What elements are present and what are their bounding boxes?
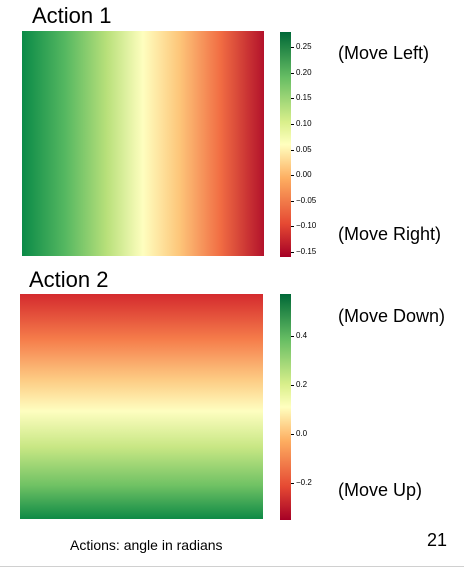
panel-1-title: Action 1 <box>32 3 112 28</box>
colorbar-1-tick-label: −0.15 <box>296 247 317 256</box>
colorbar-1-tick-mark <box>291 175 294 176</box>
colorbar-2-tick-mark <box>291 385 294 386</box>
move-left-label: (Move Left) <box>338 43 430 63</box>
colorbar-1-tick-mark <box>291 47 294 48</box>
move-right-label: (Move Right) <box>338 224 442 244</box>
colorbar-1-tick-label: −0.05 <box>296 196 317 205</box>
colorbar-1-tick-label: 0.25 <box>296 42 312 51</box>
colorbar-1-tick-label: 0.10 <box>296 119 312 128</box>
colorbar-2-tick-mark <box>291 483 294 484</box>
colorbar-action-1 <box>280 32 291 257</box>
heatmap-action-2 <box>20 294 263 519</box>
colorbar-1-fill <box>280 32 291 257</box>
colorbar-1-tick-mark <box>291 124 294 125</box>
page-number: 21 <box>427 530 448 550</box>
colorbar-1-tick-mark <box>291 252 294 253</box>
panel-2-title: Action 2 <box>29 267 109 292</box>
colorbar-1-tick-label: 0.00 <box>296 170 312 179</box>
move-down-label: (Move Down) <box>338 306 446 326</box>
caption: Actions: angle in radians <box>70 537 223 553</box>
colorbar-1-tick-mark <box>291 150 294 151</box>
colorbar-1-tick-mark <box>291 73 294 74</box>
footer-divider <box>0 566 464 567</box>
colorbar-2-tick-mark <box>291 434 294 435</box>
colorbar-1-tick-label: 0.20 <box>296 68 312 77</box>
heatmap-1-fill <box>22 31 264 256</box>
colorbar-1-tick-label: 0.15 <box>296 93 312 102</box>
move-up-label: (Move Up) <box>338 480 423 500</box>
colorbar-2-tick-label: 0.0 <box>296 429 308 438</box>
colorbar-1-tick-mark <box>291 98 294 99</box>
heatmap-action-1 <box>22 31 264 256</box>
colorbar-2-tick-mark <box>291 336 294 337</box>
colorbar-2-fill <box>280 294 291 520</box>
colorbar-1-tick-mark <box>291 226 294 227</box>
colorbar-1-tick-mark <box>291 201 294 202</box>
colorbar-1-tick-label: −0.10 <box>296 221 317 230</box>
colorbar-2-tick-label: −0.2 <box>296 478 312 487</box>
colorbar-action-2 <box>280 294 291 520</box>
colorbar-2-tick-label: 0.4 <box>296 331 308 340</box>
colorbar-2-tick-label: 0.2 <box>296 380 308 389</box>
heatmap-2-fill <box>20 294 263 519</box>
colorbar-1-tick-label: 0.05 <box>296 145 312 154</box>
